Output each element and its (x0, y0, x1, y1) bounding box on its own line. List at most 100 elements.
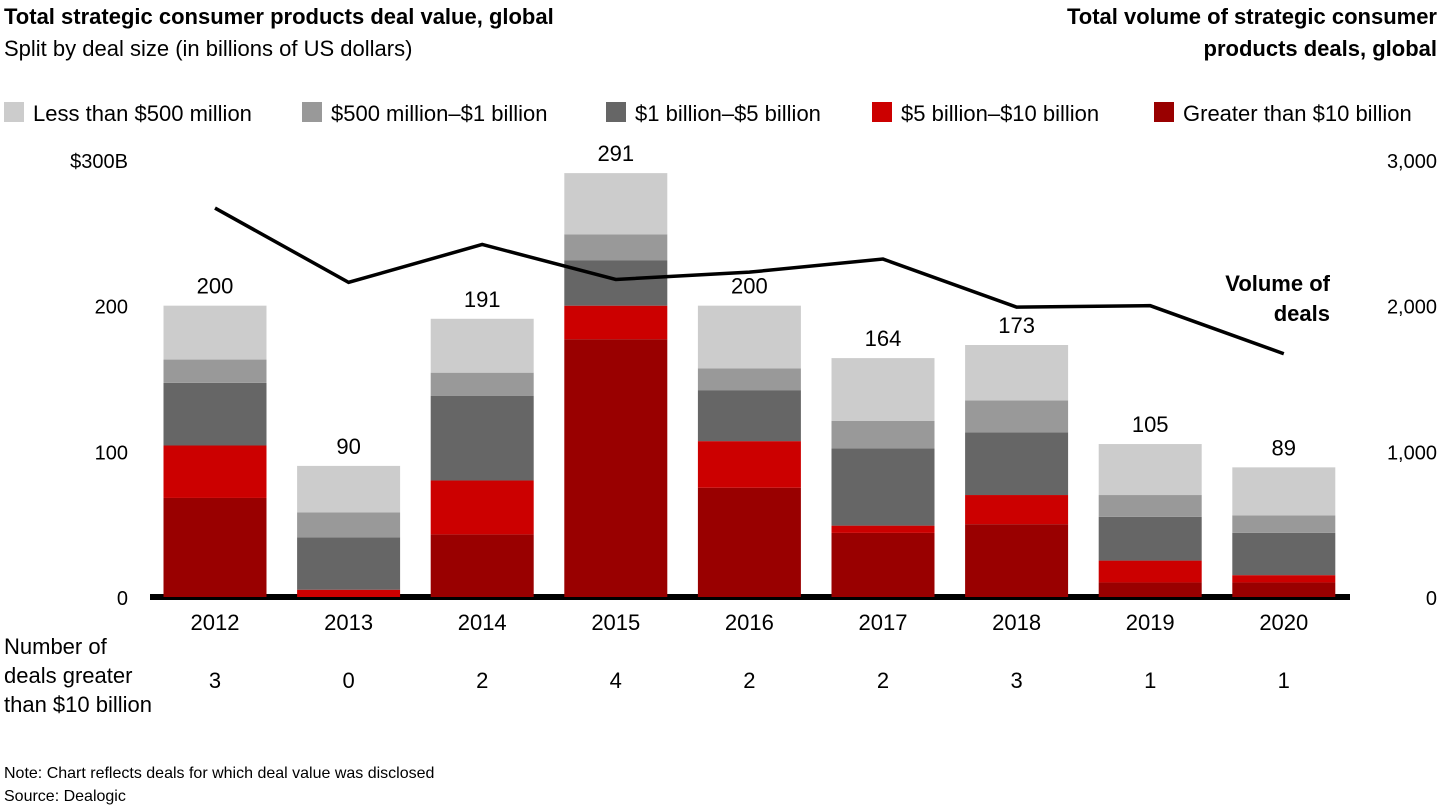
bar-total-label: 173 (998, 313, 1035, 338)
deals-row-label: than $10 billion (4, 692, 152, 717)
bar-segment (1232, 575, 1336, 583)
bar-total-label: 191 (464, 287, 501, 312)
bar-segment (831, 420, 935, 449)
bar-total-label: 291 (597, 141, 634, 166)
x-tick-label: 2019 (1126, 610, 1175, 635)
deals-row: Number of deals greater than $10 billion 3 0… (4, 634, 1290, 717)
bars: 200 90 191 291 200 164 173 105 89 (163, 141, 1336, 597)
bar-segment (163, 497, 267, 597)
bar-segment (697, 487, 801, 597)
deals-row-label: Number of (4, 634, 108, 659)
bar-segment (831, 358, 935, 421)
bar-segment (564, 260, 668, 306)
bar-segment (697, 368, 801, 391)
y-left-tick-label: 0 (117, 588, 128, 610)
volume-line-path (214, 206, 1285, 356)
legend-label: Greater than $10 billion (1183, 101, 1412, 126)
bar-segment (430, 395, 534, 481)
x-tick-label: 2013 (324, 610, 373, 635)
bar-segment (430, 318, 534, 373)
y-right-tick-label: 1,000 (1387, 442, 1437, 464)
bar-total-label: 89 (1272, 435, 1296, 460)
bar-segment (163, 359, 267, 383)
legend: Less than $500 million $500 million–$1 bi… (4, 101, 1412, 126)
chart-title: Total strategic consumer products deal v… (4, 4, 554, 29)
bar-segment (697, 441, 801, 488)
bar-segment (163, 305, 267, 360)
y-right-tick-label: 2,000 (1387, 297, 1437, 319)
bar-segment (1232, 467, 1336, 516)
legend-swatch (1154, 102, 1174, 122)
x-tick-label: 2015 (591, 610, 640, 635)
x-tick-label: 2014 (458, 610, 507, 635)
chart-subtitle: Split by deal size (in billions of US do… (4, 36, 412, 61)
bar-segment (1098, 582, 1202, 597)
bar-segment (430, 534, 534, 597)
line-label: deals (1274, 301, 1330, 326)
bar-segment (297, 589, 401, 597)
bar-segment (564, 234, 668, 261)
x-tick-label: 2012 (191, 610, 240, 635)
bar-segment (297, 537, 401, 590)
deals-row-value: 2 (743, 668, 755, 693)
y-left-tick-label: 200 (95, 297, 128, 319)
deals-row-value: 2 (476, 668, 488, 693)
line-label: Volume of (1225, 271, 1330, 296)
x-tick-label: 2018 (992, 610, 1041, 635)
legend-swatch (872, 102, 892, 122)
x-tick-label: 2020 (1259, 610, 1308, 635)
deals-row-value: 3 (1010, 668, 1022, 693)
bar-total-label: 90 (336, 434, 360, 459)
legend-swatch (302, 102, 322, 122)
deals-row-value: 4 (610, 668, 622, 693)
legend-label: $500 million–$1 billion (331, 101, 547, 126)
bar-segment (163, 445, 267, 498)
x-tick-label: 2017 (859, 610, 908, 635)
bar-total-label: 200 (731, 274, 768, 299)
source: Source: Dealogic (4, 788, 126, 805)
bar-segment (564, 339, 668, 597)
bar-segment (1232, 582, 1336, 597)
deals-row-value: 2 (877, 668, 889, 693)
y-right-tick-label: 3,000 (1387, 151, 1437, 173)
bar-segment (1098, 444, 1202, 496)
bar-segment (430, 480, 534, 535)
bar-segment (965, 344, 1069, 401)
bar-segment (297, 512, 401, 538)
right-title-line-2: products deals, global (1204, 36, 1437, 61)
y-left-tick-label: $300B (70, 151, 128, 173)
legend-swatch (4, 102, 24, 122)
bar-segment (163, 382, 267, 446)
bar-segment (831, 448, 935, 526)
bar-segment (1098, 495, 1202, 517)
legend-label: $1 billion–$5 billion (635, 101, 821, 126)
legend-label: $5 billion–$10 billion (901, 101, 1099, 126)
y-left-tick-label: 100 (95, 442, 128, 464)
bar-segment (697, 390, 801, 442)
bar-segment (1232, 515, 1336, 533)
footnote: Note: Chart reflects deals for which dea… (4, 765, 434, 782)
right-title-line-1: Total volume of strategic consumer (1067, 4, 1437, 29)
bar-segment (965, 495, 1069, 525)
bar-total-label: 164 (865, 326, 902, 351)
x-tick-label: 2016 (725, 610, 774, 635)
bar-segment (697, 305, 801, 369)
bar-segment (1232, 532, 1336, 576)
y-right-tick-label: 0 (1426, 588, 1437, 610)
deals-row-label: deals greater (4, 663, 132, 688)
legend-label: Less than $500 million (33, 101, 252, 126)
bar-segment (1098, 516, 1202, 561)
legend-swatch (606, 102, 626, 122)
bar-segment (1098, 560, 1202, 583)
bar-segment (297, 465, 401, 513)
deals-row-value: 3 (209, 668, 221, 693)
bar-total-label: 200 (197, 274, 234, 299)
deals-row-value: 0 (342, 668, 354, 693)
bar-total-label: 105 (1132, 412, 1169, 437)
x-axis-labels: 2012 2013 2014 2015 2016 2017 2018 2019 2020 (191, 610, 1309, 635)
bar-segment (430, 372, 534, 396)
deals-row-value: 1 (1278, 668, 1290, 693)
bar-segment (831, 525, 935, 533)
volume-line: Volume of deals (214, 206, 1331, 356)
